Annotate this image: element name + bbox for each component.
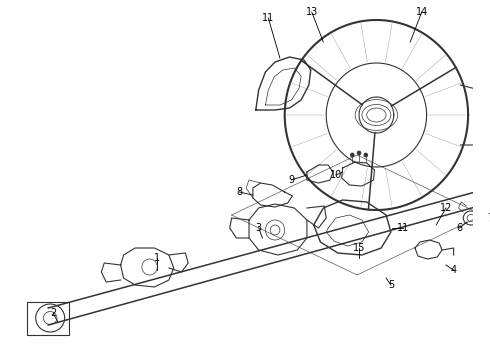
- Text: 11: 11: [262, 13, 274, 23]
- Text: 12: 12: [440, 203, 452, 213]
- Text: 7: 7: [487, 213, 490, 223]
- Circle shape: [350, 153, 354, 157]
- Text: 1: 1: [154, 253, 160, 263]
- Text: 11: 11: [397, 223, 410, 233]
- Text: 9: 9: [289, 175, 294, 185]
- Text: 15: 15: [353, 243, 365, 253]
- Circle shape: [364, 153, 368, 157]
- Text: 2: 2: [50, 308, 56, 318]
- Text: 14: 14: [416, 7, 428, 17]
- Text: 6: 6: [456, 223, 463, 233]
- Text: 8: 8: [236, 187, 243, 197]
- Circle shape: [357, 151, 361, 155]
- Text: 4: 4: [451, 265, 457, 275]
- Text: 13: 13: [306, 7, 318, 17]
- Text: 10: 10: [330, 170, 342, 180]
- Text: 3: 3: [256, 223, 262, 233]
- Text: 5: 5: [388, 280, 394, 290]
